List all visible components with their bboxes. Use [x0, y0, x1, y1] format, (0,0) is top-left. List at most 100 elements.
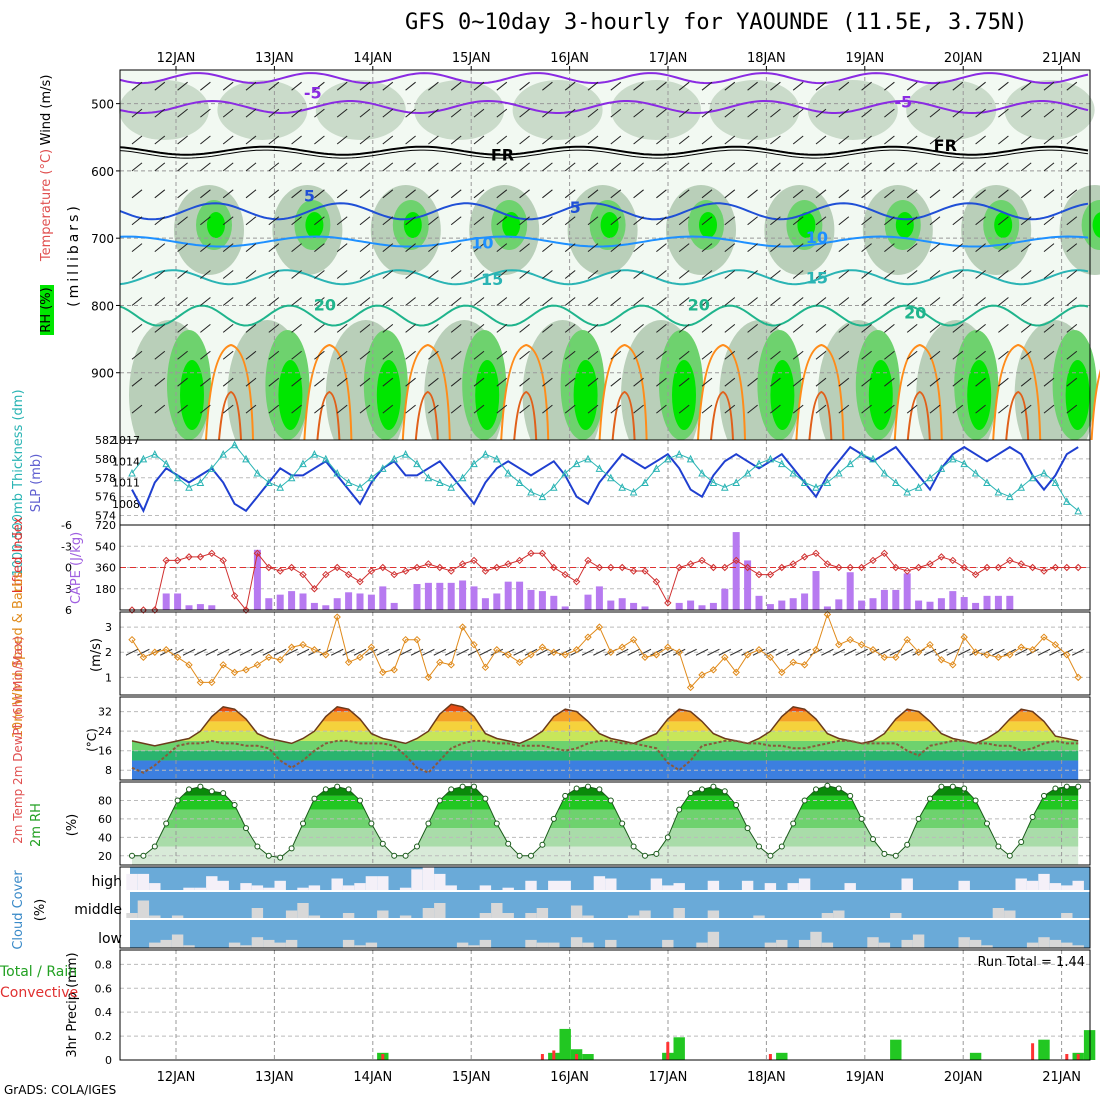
wind-speed-point: [595, 623, 604, 631]
wind-barb: [792, 404, 804, 414]
wind-barb: [610, 243, 622, 253]
wind-barb: [701, 135, 713, 145]
rh-point: [858, 815, 865, 822]
wind-barb: [268, 189, 280, 199]
rh-point: [334, 783, 341, 790]
wind-barb: [861, 297, 872, 306]
y-tick-label-li: 0: [65, 562, 72, 575]
cape-bar: [789, 598, 797, 610]
cape-bar: [869, 598, 877, 610]
wind-barb: [998, 377, 1009, 387]
y-tick-label-right: 1014: [112, 455, 140, 468]
cloud-bar: [821, 913, 834, 918]
rh-point: [151, 843, 158, 850]
side-label-convective: Convective: [0, 985, 78, 1001]
y-tick-label-li: 3: [65, 583, 72, 596]
wind-barb: [428, 135, 439, 145]
cape-bar: [812, 571, 820, 610]
wind-barb: [792, 243, 804, 253]
temp-contour-30: [513, 390, 538, 441]
wind-barb: [929, 377, 941, 387]
wind-barb: [724, 323, 736, 333]
wind-barb: [1043, 270, 1055, 279]
lifted-index-point: [629, 567, 638, 575]
wind-barb: [747, 270, 758, 279]
rh-band: [132, 795, 1079, 810]
wind-barb: [770, 377, 781, 387]
rh-contour: [1092, 212, 1100, 238]
wind-barb: [832, 648, 846, 656]
thickness-point: [367, 473, 376, 482]
wind-speed-point: [1051, 640, 1060, 649]
rh-contour: [207, 212, 225, 238]
cape-bar: [755, 595, 763, 610]
wind-barb: [1020, 135, 1032, 145]
wind-barb: [519, 81, 530, 91]
lifted-index-point: [835, 563, 843, 572]
wind-speed-point: [732, 668, 740, 677]
wind-barb: [838, 108, 850, 118]
lifted-index-point: [1040, 567, 1048, 575]
cloud-bar: [707, 910, 720, 918]
lifted-index-point: [869, 556, 877, 565]
wind-barb: [855, 648, 868, 656]
wind-barb: [884, 216, 895, 226]
wind-barb: [268, 216, 280, 226]
y-axis-label-wind: 10m Wind Speed & Barbs: [11, 572, 26, 739]
rh-point: [482, 795, 489, 802]
wind-barb: [724, 404, 736, 414]
cape-bar: [504, 581, 512, 610]
cape-bar: [937, 598, 945, 610]
wind-barb: [861, 81, 872, 91]
wind-barb: [291, 377, 302, 387]
rh-point: [1029, 814, 1036, 821]
contour-freezing: [119, 145, 1089, 156]
panel-frame: [119, 781, 1091, 866]
wind-barb: [684, 648, 697, 656]
wind-barb: [633, 189, 644, 199]
wind-speed-point: [242, 666, 250, 674]
lifted-index-point: [504, 560, 512, 568]
wind-barb: [154, 162, 166, 172]
lifted-index-point: [971, 570, 980, 579]
cape-bar: [345, 592, 353, 610]
wind-barb: [314, 377, 325, 387]
wind-barb: [1020, 270, 1032, 279]
thickness-point: [515, 478, 524, 486]
wind-barb: [519, 135, 530, 145]
wind-barbs: [131, 81, 1078, 414]
contour-label: 15: [481, 270, 503, 289]
wind-speed-point: [823, 610, 832, 619]
cloud-bar: [149, 915, 161, 918]
contour-label: 10: [471, 234, 493, 253]
cloud-bar: [149, 942, 161, 948]
lifted-index-point: [219, 556, 227, 565]
wind-barb: [724, 377, 736, 387]
wind-speed-point: [356, 653, 364, 661]
thickness-point: [983, 478, 991, 486]
wind-barb: [724, 297, 736, 306]
wind-barb: [656, 323, 667, 333]
wind-barb: [998, 108, 1009, 118]
wind-barb: [792, 350, 804, 360]
cloud-bar: [582, 942, 594, 948]
wind-barb: [200, 162, 211, 172]
wind-barb: [177, 350, 188, 360]
rh-point: [425, 820, 432, 827]
cape-bar: [1006, 595, 1014, 610]
thickness-point: [401, 450, 410, 458]
wind-barb: [154, 404, 166, 414]
rh-contour: [797, 212, 816, 238]
temp-contour-30: [906, 390, 931, 441]
wind-speed-point: [276, 656, 284, 664]
wind-barb: [695, 648, 709, 656]
rh-point: [379, 840, 386, 847]
wind-barb: [399, 648, 412, 656]
wind-barb: [222, 323, 234, 333]
cloud-bar: [548, 880, 560, 890]
lifted-index-point: [607, 563, 615, 572]
wind-barb: [587, 189, 599, 199]
wind-barb: [798, 648, 811, 656]
wind-barb: [450, 135, 462, 145]
wind-speed-point: [185, 661, 193, 669]
